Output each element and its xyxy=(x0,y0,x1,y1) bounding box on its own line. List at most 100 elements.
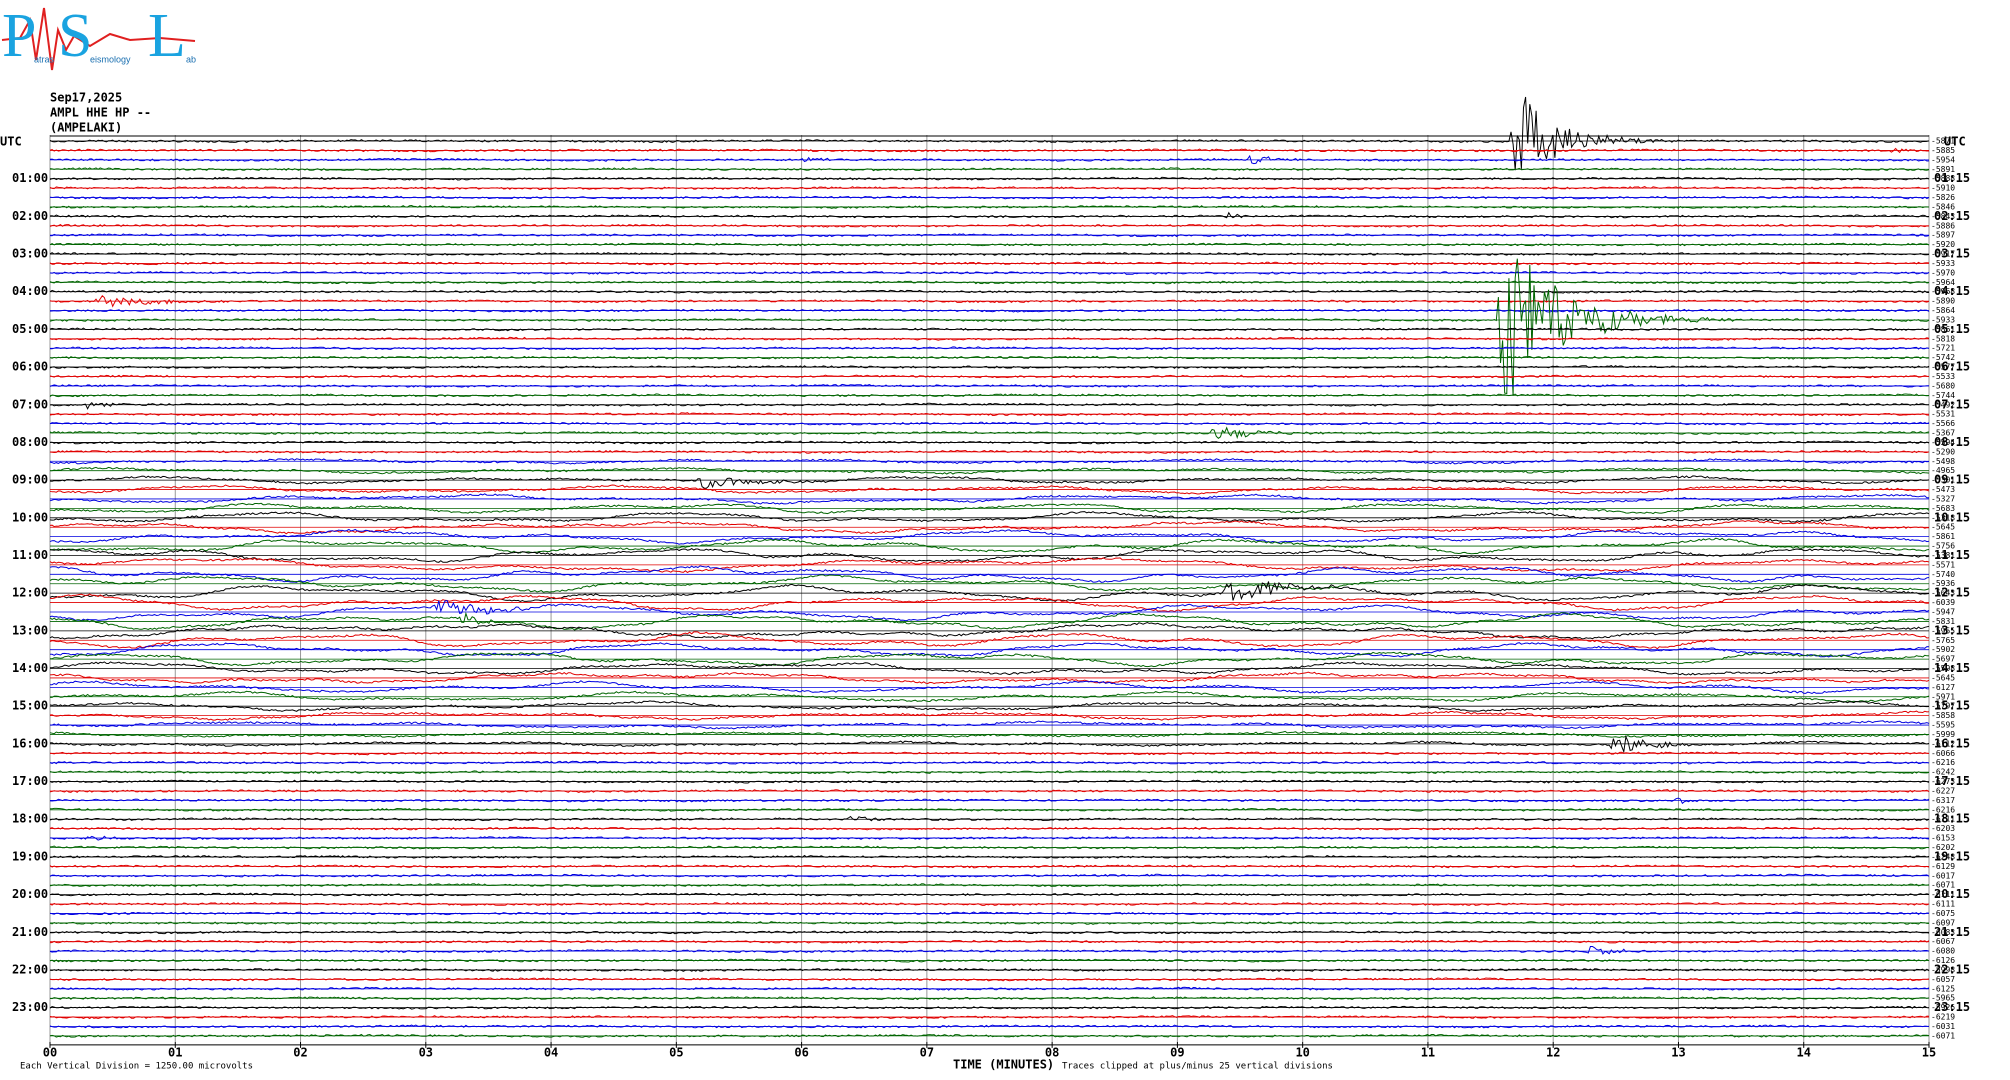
trace xyxy=(49,734,1930,754)
trace xyxy=(49,261,1930,266)
trace xyxy=(49,593,1930,613)
trace xyxy=(49,1033,1930,1038)
hour-label-right: 03:15 xyxy=(1934,247,1970,261)
trace-value: -5744 xyxy=(1931,391,1955,400)
hour-label-right: 05:15 xyxy=(1934,322,1970,336)
trace xyxy=(49,557,1930,574)
trace-value: -5897 xyxy=(1931,231,1955,240)
trace xyxy=(49,892,1930,897)
hour-label-left: 02:00 xyxy=(12,209,48,223)
trace-value: -5327 xyxy=(1931,494,1955,503)
trace-value: -5861 xyxy=(1931,325,1955,334)
logo: P S L atras eismology ab xyxy=(1,2,196,70)
trace xyxy=(49,308,1930,313)
trace xyxy=(49,252,1930,256)
trace xyxy=(49,537,1930,555)
logo-small: atras xyxy=(34,54,55,64)
trace-value: -6080 xyxy=(1931,947,1955,956)
trace xyxy=(49,967,1930,972)
trace xyxy=(49,930,1930,935)
trace xyxy=(49,484,1930,495)
trace-value: -5367 xyxy=(1931,429,1955,438)
trace xyxy=(49,946,1930,955)
trace-value: -5756 xyxy=(1931,542,1955,551)
trace-value: -5955 xyxy=(1931,626,1955,635)
trace xyxy=(49,671,1930,685)
x-tick-label: 00 xyxy=(43,1046,57,1060)
trace xyxy=(49,730,1930,738)
trace-value: -5964 xyxy=(1931,278,1955,287)
trace-value: -5933 xyxy=(1931,259,1955,268)
trace xyxy=(49,710,1930,721)
labels: 00 01 02 03 04 05 06 07 08 09 10 11 12 13 14 15 01:00 01:… xyxy=(12,137,1970,1060)
trace xyxy=(49,176,1930,181)
trace xyxy=(49,412,1930,417)
trace xyxy=(49,883,1930,888)
trace-value: -6202 xyxy=(1931,843,1955,852)
station: AMPL HHE HP -- xyxy=(50,106,151,120)
trace-value: -6219 xyxy=(1931,1013,1955,1022)
clip-note: Traces clipped at plus/minus 25 vertical… xyxy=(1062,1062,1333,1072)
trace-value: -6317 xyxy=(1931,796,1955,805)
hour-label-right: 06:15 xyxy=(1934,360,1970,374)
trace xyxy=(49,421,1930,426)
scale-note: Each Vertical Division = 1250.00 microvo… xyxy=(20,1062,253,1072)
trace-value: -6129 xyxy=(1931,862,1955,871)
hour-label-left: 14:00 xyxy=(12,661,48,675)
hour-label-left: 08:00 xyxy=(12,435,48,449)
trace xyxy=(49,958,1930,963)
trace-value: -5890 xyxy=(1931,297,1955,306)
trace-value: -6112 xyxy=(1931,739,1955,748)
hour-label-right: 08:15 xyxy=(1934,435,1970,449)
hour-label-left: 09:00 xyxy=(12,473,48,487)
date: Sep17,2025 xyxy=(50,91,122,105)
trace xyxy=(49,223,1930,228)
trace-value: -5871 xyxy=(1931,137,1955,146)
trace-value: -5595 xyxy=(1931,721,1955,730)
trace-value: -5902 xyxy=(1931,645,1955,654)
trace xyxy=(49,920,1930,925)
trace-value: -6097 xyxy=(1931,918,1955,927)
trace xyxy=(49,374,1930,379)
trace xyxy=(49,939,1930,944)
hour-label-right: 20:15 xyxy=(1934,887,1970,901)
hour-label-left: 19:00 xyxy=(12,849,48,863)
trace-value: -5861 xyxy=(1931,532,1955,541)
trace-value: -5290 xyxy=(1931,447,1955,456)
trace xyxy=(49,493,1930,505)
trace-value: -5891 xyxy=(1931,165,1955,174)
trace xyxy=(49,383,1930,388)
trace xyxy=(49,510,1930,523)
trace xyxy=(50,690,1930,703)
hour-label-left: 20:00 xyxy=(12,887,48,901)
hour-label-left: 11:00 xyxy=(12,548,48,562)
trace xyxy=(49,336,1930,341)
trace-value: -5885 xyxy=(1931,146,1955,155)
trace xyxy=(49,195,1930,200)
trace xyxy=(49,426,1930,440)
trace xyxy=(49,502,1930,515)
trace-value: -6071 xyxy=(1931,1031,1955,1040)
trace xyxy=(49,393,1930,398)
trace-value: -5577 xyxy=(1931,363,1955,372)
trace-value: -5917 xyxy=(1931,250,1955,259)
trace xyxy=(49,621,1930,640)
x-tick-label: 15 xyxy=(1922,1046,1936,1060)
x-tick-label: 05 xyxy=(669,1046,683,1060)
trace xyxy=(49,211,1930,219)
trace xyxy=(49,902,1930,906)
trace xyxy=(49,864,1930,869)
hour-label-left: 12:00 xyxy=(12,586,48,600)
trace-value: -5926 xyxy=(1931,1003,1955,1012)
trace-value: -6248 xyxy=(1931,852,1955,861)
trace-value: -5645 xyxy=(1931,673,1955,682)
trace xyxy=(49,581,1930,603)
trace-value: -6153 xyxy=(1931,834,1955,843)
trace-value: -5742 xyxy=(1931,353,1955,362)
hour-label-right: 13:15 xyxy=(1934,623,1970,637)
trace-value: -5680 xyxy=(1931,381,1955,390)
trace xyxy=(50,466,1930,475)
trace xyxy=(49,96,1930,171)
trace-value: -6216 xyxy=(1931,758,1955,767)
hour-label-right: 07:15 xyxy=(1934,397,1970,411)
